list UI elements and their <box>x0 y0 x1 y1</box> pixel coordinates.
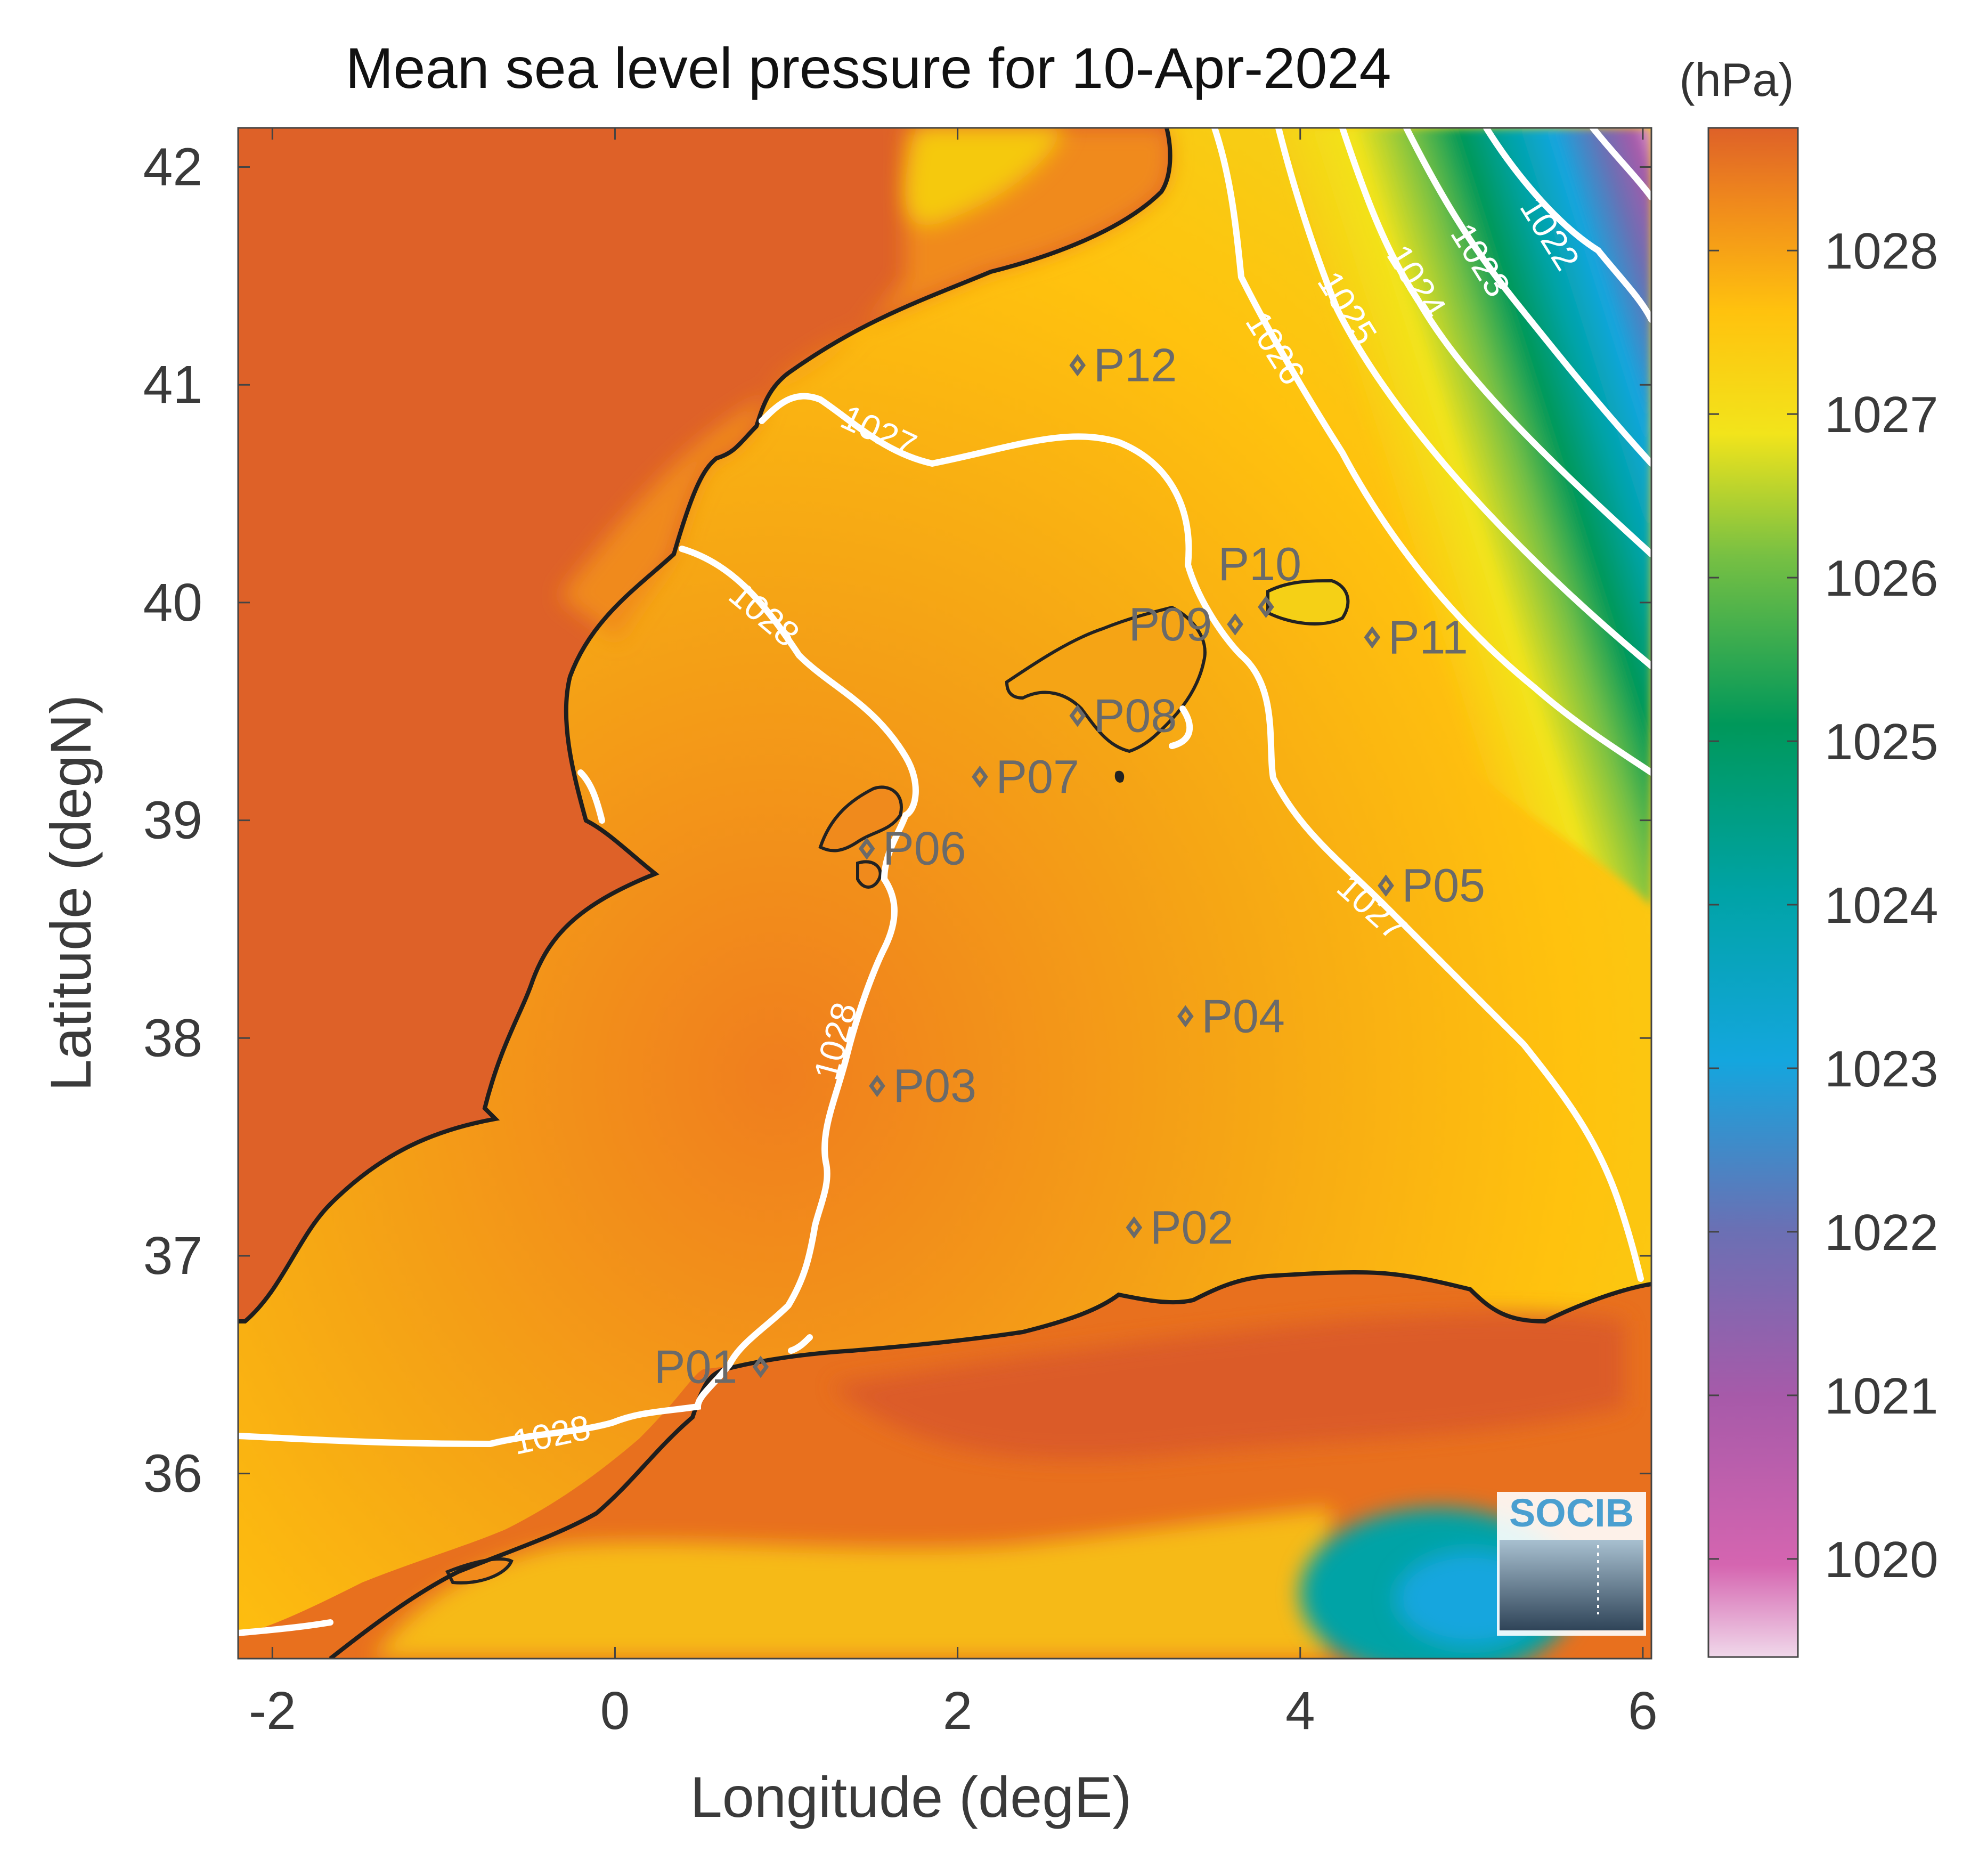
y-tick-label: 42 <box>143 137 202 197</box>
station-marker <box>1126 1216 1143 1239</box>
colorbar-unit-label: (hPa) <box>1679 53 1794 106</box>
colorbar-tick-label: 1022 <box>1825 1204 1939 1261</box>
map-title: Mean sea level pressure for 10-Apr-2024 <box>345 36 1391 100</box>
station-p01: P01 <box>654 1340 769 1393</box>
colorbar-tick-label: 1026 <box>1825 550 1939 607</box>
socib-logo-gradient <box>1500 1540 1643 1630</box>
station-p12: P12 <box>1069 338 1177 391</box>
station-label: P05 <box>1402 859 1486 912</box>
map-area: 1022 1023 1024 1025 1026 1027 1027 1028 … <box>238 128 1651 1659</box>
colorbar-tick-label: 1025 <box>1825 713 1939 770</box>
plot-frame <box>237 127 1652 1660</box>
y-tick-label: 36 <box>143 1444 202 1504</box>
contour-1028-main <box>238 546 919 1448</box>
station-p07: P07 <box>972 750 1079 803</box>
ibiza-island <box>818 785 903 852</box>
iberia-coastline <box>238 128 1172 1323</box>
contour-1027-mallorca <box>1169 705 1193 749</box>
menorca-island <box>1266 579 1350 626</box>
station-p05: P05 <box>1378 859 1486 912</box>
africa-coastline <box>329 1270 1651 1659</box>
station-label: P10 <box>1218 538 1301 590</box>
station-label: P07 <box>996 750 1079 803</box>
station-label: P06 <box>883 822 966 875</box>
colorbar-tick-label: 1023 <box>1825 1041 1939 1098</box>
station-marker <box>858 837 875 860</box>
contour-1024 <box>1339 128 1651 557</box>
contour-1023 <box>1403 128 1651 467</box>
alboran-islet <box>445 1557 514 1585</box>
y-tick-label: 39 <box>143 791 202 850</box>
x-tick-label: 2 <box>943 1681 973 1741</box>
cabrera-island <box>1114 770 1125 783</box>
station-label: P12 <box>1094 338 1177 391</box>
x-tick-label: 6 <box>1628 1681 1658 1741</box>
station-label: P01 <box>654 1340 738 1393</box>
station-marker <box>752 1355 769 1378</box>
socib-logo: SOCIB <box>1497 1491 1646 1636</box>
station-marker <box>869 1075 885 1098</box>
y-axis-label: Latitude (degN) <box>38 695 103 1091</box>
contour-1026 <box>1211 128 1651 776</box>
colorbar-ticks: 1020 1021 1022 1023 1024 1025 1026 1027 1028 <box>1708 223 1939 1588</box>
colorbar <box>1707 127 1799 1658</box>
station-p11: P11 <box>1364 611 1468 663</box>
station-label: P11 <box>1388 611 1468 663</box>
iberia-land <box>238 128 1170 1321</box>
colorbar-tick-label: 1024 <box>1825 877 1939 934</box>
station-marker <box>1364 626 1381 649</box>
y-axis-ticks: 36 37 38 39 40 41 42 <box>143 137 1651 1504</box>
station-p08: P08 <box>1069 689 1177 742</box>
station-p10: P10 <box>1218 538 1301 619</box>
colorbar-tick-label: 1020 <box>1825 1531 1939 1588</box>
y-tick-label: 40 <box>143 573 202 632</box>
contour-1028-b <box>788 1334 813 1354</box>
contour-lines <box>238 128 1651 1636</box>
africa-yellow-band <box>373 1508 1332 1659</box>
y-tick-label: 38 <box>143 1008 202 1068</box>
formentera-island <box>856 860 882 889</box>
contour-1027-north <box>759 393 1644 1282</box>
station-label: P03 <box>893 1059 976 1112</box>
y-tick-label: 41 <box>143 355 202 415</box>
low-pressure-area <box>1193 128 1651 906</box>
x-tick-label: 0 <box>600 1681 630 1741</box>
socib-logo-text: SOCIB <box>1509 1491 1634 1535</box>
station-p02: P02 <box>1126 1201 1234 1254</box>
x-tick-label: -2 <box>249 1681 296 1741</box>
station-marker <box>1258 596 1274 619</box>
station-label: P02 <box>1150 1201 1234 1254</box>
station-marker <box>1069 704 1086 727</box>
colorbar-tick-label: 1028 <box>1825 223 1939 280</box>
colorbar-tick-label: 1027 <box>1825 386 1939 443</box>
station-p04: P04 <box>1177 989 1285 1042</box>
contour-1022 <box>1483 128 1651 323</box>
x-axis-ticks: -2 0 2 4 6 <box>249 128 1658 1741</box>
station-label: P09 <box>1129 598 1212 651</box>
station-marker <box>972 765 988 788</box>
station-p03: P03 <box>869 1059 976 1112</box>
station-label: P04 <box>1201 989 1285 1042</box>
station-marker <box>1378 874 1394 897</box>
station-p09: P09 <box>1129 598 1243 651</box>
station-marker <box>1177 1005 1194 1028</box>
pyrenees-yellow <box>905 128 1065 226</box>
colorbar-tick-label: 1021 <box>1825 1368 1939 1425</box>
x-axis-label: Longitude (degE) <box>690 1765 1132 1829</box>
station-p06: P06 <box>858 822 966 875</box>
station-label: P08 <box>1094 689 1177 742</box>
africa-mountains <box>831 1313 1625 1460</box>
y-tick-label: 37 <box>143 1226 202 1286</box>
contour-1025 <box>1275 128 1651 669</box>
x-tick-label: 4 <box>1285 1681 1315 1741</box>
station-marker <box>1227 613 1243 636</box>
station-marker <box>1069 354 1086 377</box>
contour-1022-b <box>1590 128 1651 200</box>
contour-1028-a <box>577 769 605 824</box>
contour-1028-c <box>238 1619 333 1636</box>
iberia-coastal-band <box>559 128 1170 639</box>
